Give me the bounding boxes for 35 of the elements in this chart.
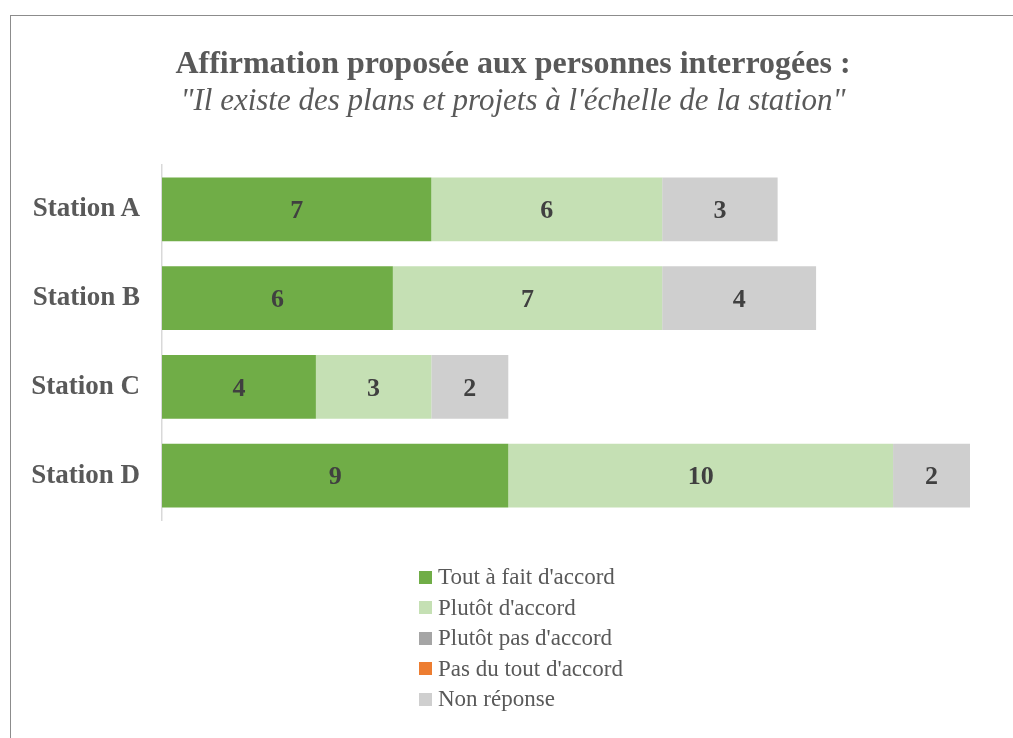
y-tick-label: Station C <box>31 369 140 400</box>
data-label: 9 <box>328 461 342 491</box>
bar <box>508 443 894 508</box>
data-label: 6 <box>540 195 554 225</box>
legend-label: Plutôt pas d'accord <box>438 625 613 652</box>
data-label: 4 <box>232 372 246 402</box>
legend-label: Non réponse <box>438 686 555 713</box>
legend-label: Pas du tout d'accord <box>438 655 623 682</box>
data-label: 2 <box>925 461 939 491</box>
bar <box>315 354 432 419</box>
bar <box>431 177 663 242</box>
data-label: 2 <box>463 372 477 402</box>
bar <box>162 177 432 242</box>
bar <box>162 266 393 331</box>
bar <box>392 266 663 331</box>
bar <box>662 266 817 331</box>
data-label: 4 <box>732 283 746 313</box>
legend-label: Plutôt d'accord <box>438 594 576 621</box>
y-tick-label: Station D <box>31 458 140 489</box>
data-label: 7 <box>521 283 535 313</box>
data-label: 6 <box>270 283 284 313</box>
data-label: 10 <box>687 461 714 491</box>
y-tick-label: Station B <box>32 281 140 312</box>
legend-label: Tout à fait d'accord <box>438 564 615 591</box>
bar <box>662 177 778 242</box>
bar <box>431 354 509 419</box>
y-tick-label: Station A <box>32 192 141 223</box>
bar <box>162 443 509 508</box>
bar <box>893 443 970 508</box>
data-label: 3 <box>713 195 727 225</box>
chart-title: Affirmation proposée aux personnes interrogées : <box>174 44 852 80</box>
data-label: 7 <box>290 195 304 225</box>
bar <box>162 354 316 419</box>
data-label: 3 <box>367 372 381 402</box>
chart-subtitle: "Il existe des plans et projets à l'échelle de la station" <box>179 82 847 118</box>
